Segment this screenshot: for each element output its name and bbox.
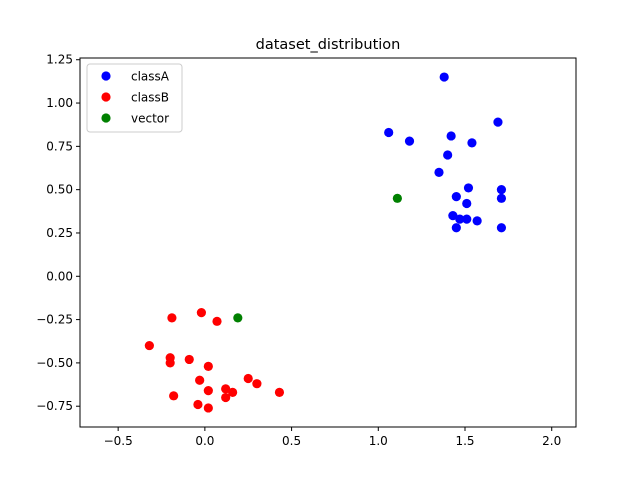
classB-point	[193, 399, 203, 410]
classB-point	[252, 379, 262, 389]
classA-point	[448, 211, 458, 221]
classB-point	[195, 375, 205, 385]
points-layer	[144, 72, 507, 413]
classA-point	[384, 127, 394, 138]
y-tick-label: 0.50	[46, 183, 73, 197]
legend-box	[86, 63, 183, 133]
classA-point	[462, 214, 472, 224]
classA-point	[467, 138, 477, 148]
classB-point	[274, 387, 285, 397]
classA-point	[493, 117, 503, 127]
chart-title: dataset_distribution	[256, 37, 401, 53]
classB-point	[165, 358, 175, 368]
classB-point	[167, 313, 177, 323]
y-axis: −0.75 −0.50 −0.25 0.00 0.25 0.50 0.75 1.00 1.25	[36, 53, 80, 413]
classB-point	[212, 316, 222, 326]
legend-label-classB: classB	[131, 91, 169, 105]
x-tick-label: 2.0	[542, 434, 561, 448]
classB-point	[228, 387, 238, 397]
x-tick-label: −0.5	[104, 434, 133, 448]
legend-label-classA: classA	[131, 70, 170, 84]
legend-marker-classA	[101, 71, 111, 81]
y-tick-label: −0.75	[36, 399, 73, 413]
plot-frame	[79, 57, 577, 428]
classB-point	[221, 384, 231, 394]
y-tick-label: 0.00	[46, 269, 73, 283]
classB-point	[203, 361, 213, 371]
y-tick-label: 0.75	[46, 139, 73, 153]
classB-point	[144, 340, 154, 351]
y-tick-label: 1.00	[46, 96, 73, 110]
x-axis: −0.5 0.0 0.5 1.0 1.5 2.0	[104, 427, 561, 448]
y-tick-label: −0.25	[36, 313, 73, 327]
classA-point	[451, 191, 461, 202]
classA-point	[455, 214, 465, 224]
x-tick-label: 1.5	[455, 434, 474, 448]
legend-marker-vector	[101, 113, 111, 123]
classA-point	[434, 167, 444, 177]
vector-point	[392, 193, 402, 203]
classA-point	[446, 131, 456, 141]
legend: classA classB vector	[86, 63, 183, 133]
classA-point	[451, 223, 461, 233]
x-tick-label: 0.5	[282, 434, 301, 448]
legend-marker-classB	[101, 92, 111, 102]
legend-label-vector: vector	[131, 112, 169, 126]
classB-point	[203, 403, 213, 413]
classA-point	[443, 150, 453, 160]
y-tick-label: 1.25	[46, 53, 73, 67]
classA-point	[496, 185, 507, 195]
x-tick-label: 1.0	[369, 434, 388, 448]
classA-point	[496, 223, 507, 233]
classA-point	[404, 136, 415, 146]
classB-point	[169, 391, 179, 401]
y-tick-label: 0.25	[46, 226, 73, 240]
classB-point	[196, 308, 206, 318]
classB-point	[221, 392, 231, 403]
vector-point	[233, 313, 243, 323]
classA-point	[463, 183, 474, 193]
classA-point	[439, 72, 449, 82]
classA-point	[472, 216, 482, 226]
classB-point	[184, 354, 194, 365]
classB-point	[203, 386, 213, 396]
classA-point	[496, 193, 507, 203]
classA-point	[462, 198, 472, 209]
y-tick-label: −0.50	[36, 356, 73, 370]
x-tick-label: 0.0	[195, 434, 214, 448]
classB-point	[243, 373, 253, 384]
